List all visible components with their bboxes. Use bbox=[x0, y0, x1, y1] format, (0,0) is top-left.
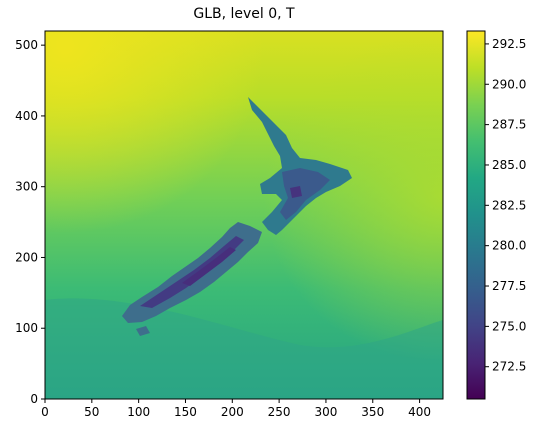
x-tick-label: 250 bbox=[268, 405, 291, 419]
y-axis: 0 100 200 300 400 500 bbox=[15, 38, 45, 406]
north-island-peak bbox=[290, 186, 302, 198]
y-tick-label: 500 bbox=[15, 38, 38, 52]
x-tick-label: 400 bbox=[408, 405, 431, 419]
x-tick-label: 0 bbox=[41, 405, 49, 419]
chart-title: GLB, level 0, T bbox=[193, 6, 295, 22]
plot-area bbox=[45, 31, 443, 399]
colorbar-tick-label: 290.0 bbox=[492, 77, 526, 91]
colorbar-tick-label: 272.5 bbox=[492, 360, 526, 374]
colorbar: 272.5 275.0 277.5 280.0 282.5 285.0 287.5 290.0… bbox=[466, 30, 526, 400]
y-tick-label: 100 bbox=[15, 321, 38, 335]
colorbar-tick-label: 280.0 bbox=[492, 239, 526, 253]
x-tick-label: 50 bbox=[84, 405, 99, 419]
y-tick-label: 200 bbox=[15, 250, 38, 264]
x-tick-label: 350 bbox=[361, 405, 384, 419]
colorbar-ticks: 272.5 275.0 277.5 280.0 282.5 285.0 287.5 290.0… bbox=[485, 37, 526, 374]
temperature-field-cool-band bbox=[45, 298, 443, 399]
colorbar-tick-label: 275.0 bbox=[492, 319, 526, 333]
x-tick-label: 100 bbox=[127, 405, 150, 419]
colorbar-gradient bbox=[466, 30, 486, 400]
x-axis: 0 50 100 150 200 250 300 350 400 bbox=[41, 399, 431, 419]
south-island-peaks bbox=[182, 247, 236, 286]
north-island-interior bbox=[280, 168, 330, 220]
stewart-island bbox=[136, 326, 150, 336]
x-tick-label: 150 bbox=[174, 405, 197, 419]
colorbar-tick-label: 282.5 bbox=[492, 198, 526, 212]
plot-frame bbox=[44, 30, 444, 400]
colorbar-tick-label: 292.5 bbox=[492, 37, 526, 51]
north-island-landmass bbox=[248, 97, 352, 235]
y-tick-label: 0 bbox=[30, 392, 38, 406]
y-tick-label: 300 bbox=[15, 180, 38, 194]
colorbar-tick-label: 287.5 bbox=[492, 118, 526, 132]
colorbar-tick-label: 285.0 bbox=[492, 158, 526, 172]
y-tick-label: 400 bbox=[15, 109, 38, 123]
south-island-mountains bbox=[140, 236, 244, 308]
colorbar-tick-label: 277.5 bbox=[492, 279, 526, 293]
x-tick-label: 200 bbox=[221, 405, 244, 419]
x-tick-label: 300 bbox=[314, 405, 337, 419]
